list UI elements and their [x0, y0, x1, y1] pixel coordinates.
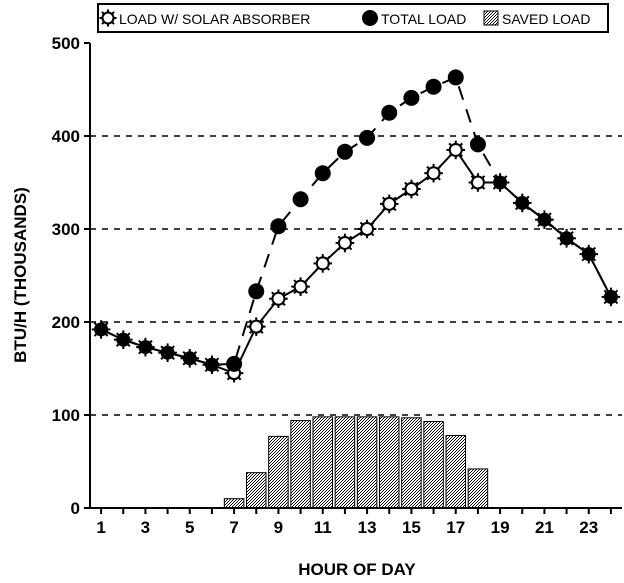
y-tick-label-300: 300 [52, 220, 80, 239]
solar-absorber-point-18 [468, 173, 488, 192]
total-load-point-13 [359, 129, 376, 146]
total-load-line [100, 76, 612, 366]
total-load-point-21 [537, 213, 551, 227]
saved-load-bar-15 [401, 417, 422, 509]
saved-load-bar-18 [467, 468, 489, 509]
solar-absorber-point-9-ring [271, 291, 286, 306]
solar-absorber-point-17 [446, 140, 466, 160]
saved-load-bars [223, 416, 489, 509]
total-load-point-6 [205, 358, 219, 372]
solar-absorber-point-8 [246, 317, 266, 336]
saved-load-bar-8 [245, 472, 267, 509]
legend: LOAD W/ SOLAR ABSORBER TOTAL LOAD SAVED … [97, 3, 609, 33]
x-tick-label-7: 7 [229, 518, 238, 537]
solar-absorber-point-8-ring [249, 319, 264, 334]
solar-absorber-point-14 [379, 194, 399, 214]
saved-load-bar-7 [223, 498, 245, 509]
legend-label-saved-load: SAVED LOAD [502, 11, 590, 27]
x-tick-label-1: 1 [96, 518, 105, 537]
y-tick-label-0: 0 [71, 499, 80, 518]
total-load-point-16 [425, 78, 442, 95]
solar-absorber-point-13 [357, 219, 377, 239]
total-load-point-23 [582, 247, 596, 261]
total-load-point-15 [403, 89, 420, 106]
total-load-point-20 [515, 196, 529, 210]
total-load-point-14 [381, 104, 398, 121]
total-load-point-11 [314, 165, 331, 182]
solar-absorber-point-16-ring [426, 166, 441, 181]
solar-absorber-point-18-ring [470, 175, 485, 190]
total-load-point-5 [183, 351, 197, 365]
x-tick-label-13: 13 [358, 518, 377, 537]
x-axis-title: HOUR OF DAY [298, 560, 416, 579]
x-tick-label-5: 5 [185, 518, 194, 537]
y-tick-label-100: 100 [52, 406, 80, 425]
grid [90, 135, 622, 416]
x-tick-labels: 1 3 5 7 9 11 13 15 17 19 21 23 [96, 518, 598, 537]
total-load-point-22 [560, 231, 574, 245]
total-load-point-3 [138, 340, 152, 354]
y-tick-label-500: 500 [52, 34, 80, 53]
saved-load-bar-16 [423, 421, 444, 509]
x-tick-label-17: 17 [446, 518, 465, 537]
saved-load-bar-9 [268, 435, 289, 509]
solar-absorber-point-13-ring [360, 222, 375, 236]
total-load-point-10 [292, 191, 309, 208]
legend-box [97, 3, 609, 33]
y-tick-label-200: 200 [52, 313, 80, 332]
solar-absorber-point-11 [313, 254, 333, 273]
total-load-point-7 [226, 355, 243, 372]
solar-absorber-point-12 [335, 233, 355, 253]
x-tick-label-9: 9 [274, 518, 283, 537]
legend-marker-solar-absorber [99, 9, 117, 27]
solar-absorber-point-15-ring [404, 182, 419, 197]
solar-absorber-point-10 [291, 277, 310, 296]
series-markers [91, 69, 621, 383]
solar-absorber-point-16 [424, 163, 443, 183]
saved-load-bar-13 [356, 416, 378, 509]
x-tick-label-3: 3 [141, 518, 150, 537]
axes [84, 42, 622, 514]
total-load-point-19 [493, 176, 507, 189]
solar-absorber-point-12-ring [337, 235, 352, 250]
solar-absorber-point-15 [402, 179, 421, 199]
legend-marker-total-load [362, 10, 378, 26]
saved-load-bar-12 [334, 416, 356, 509]
solar-absorber-point-10-ring [293, 279, 308, 294]
total-load-point-1 [94, 322, 108, 336]
x-tick-label-11: 11 [314, 518, 332, 537]
solar-absorber-point-17-ring [448, 142, 463, 157]
solar-absorber-point-9 [269, 289, 288, 309]
y-axis-title: BTU/H (THOUSANDS) [11, 187, 30, 363]
solar-absorber-point-14-ring [382, 196, 397, 211]
total-load-point-12 [336, 143, 353, 160]
total-load-point-24 [604, 290, 618, 304]
legend-sun-glyph [99, 9, 117, 27]
legend-sun-glyph-ring [101, 11, 115, 25]
total-load-point-2 [116, 333, 130, 347]
legend-swatch-saved-load [483, 10, 499, 26]
legend-label-total-load: TOTAL LOAD [381, 11, 466, 27]
solar-absorber-line [100, 148, 612, 375]
x-tick-label-19: 19 [491, 518, 510, 537]
y-tick-label-400: 400 [52, 127, 80, 146]
y-tick-labels: 0 100 200 300 400 500 [52, 34, 80, 518]
series-lines [100, 76, 612, 375]
total-load-point-18 [469, 136, 486, 153]
total-load-point-4 [161, 346, 175, 360]
saved-load-bar-11 [312, 416, 334, 509]
saved-load-bar-14 [378, 416, 400, 509]
solar-absorber-point-11-ring [315, 256, 330, 271]
x-tick-label-15: 15 [402, 518, 421, 537]
legend-label-solar-absorber: LOAD W/ SOLAR ABSORBER [119, 11, 310, 27]
x-tick-label-21: 21 [535, 518, 554, 537]
total-load-point-8 [248, 283, 265, 300]
saved-load-bar-10 [290, 420, 311, 509]
total-load-point-17 [447, 69, 464, 86]
x-tick-label-23: 23 [579, 518, 598, 537]
saved-load-bar-17 [445, 434, 467, 509]
total-load-point-9 [270, 218, 287, 235]
